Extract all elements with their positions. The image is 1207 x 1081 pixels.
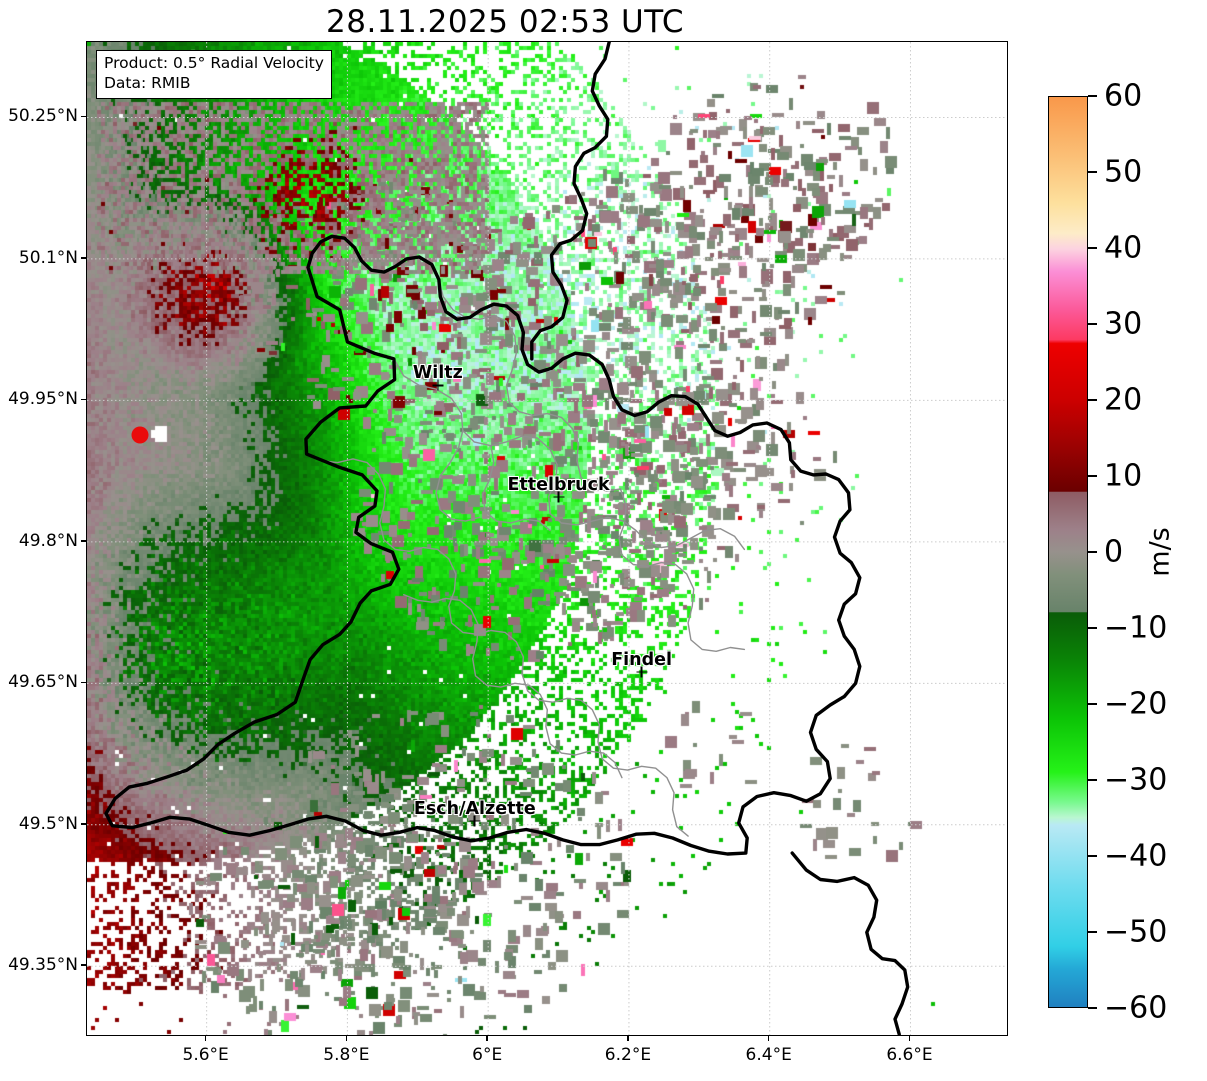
lon-tick-label: 6.6°E <box>886 1045 933 1065</box>
lat-tick-label: 50.25°N <box>8 106 78 127</box>
map-canvas-clip <box>87 42 1007 1035</box>
lat-tick-label: 49.35°N <box>8 955 78 976</box>
lat-tick-label: 49.65°N <box>8 672 78 693</box>
colorbar-tick-label: 10 <box>1104 458 1143 494</box>
colorbar-tick-mark <box>1088 171 1097 173</box>
national-border-belgium-germany <box>530 42 611 361</box>
colorbar-tick-mark <box>1088 475 1097 477</box>
admin-boundary <box>438 279 622 492</box>
lon-tick-mark <box>204 1036 207 1041</box>
colorbar-unit-label: m/s <box>1144 527 1176 577</box>
colorbar-tick-label: −60 <box>1104 990 1168 1026</box>
lon-tick-label: 6.2°E <box>604 1045 652 1065</box>
admin-boundary <box>403 594 623 779</box>
city-label-findel: Findel <box>611 650 672 670</box>
city-label-ettelbruck: Ettelbruck <box>507 475 610 496</box>
data-source-line: Data: RMIB <box>104 73 191 92</box>
colorbar-tick-mark <box>1088 627 1097 629</box>
city-marker-esch-alzette <box>469 815 481 827</box>
lon-tick-label: 6.4°E <box>745 1045 792 1065</box>
admin-boundary <box>305 453 689 837</box>
lon-tick-mark <box>908 1036 911 1041</box>
admin-boundary <box>435 429 481 522</box>
national-border-germany-southeast <box>790 851 910 1035</box>
product-info-box: Product: 0.5° Radial Velocity Data: RMIB <box>96 50 332 99</box>
colorbar-tick-label: 60 <box>1104 78 1143 114</box>
admin-boundary <box>618 488 746 652</box>
admin-boundary <box>393 358 746 551</box>
radar-reflectivity-canvas <box>87 42 1007 1035</box>
lat-tick-mark <box>81 398 86 401</box>
colorbar-tick-mark <box>1088 855 1097 857</box>
colorbar-tick-mark <box>1088 1007 1097 1009</box>
colorbar-tick-mark <box>1088 323 1097 325</box>
page-title: 28.11.2025 02:53 UTC <box>326 4 684 40</box>
colorbar-tick-label: −30 <box>1104 762 1168 798</box>
city-label-wiltz: Wiltz <box>412 363 463 384</box>
colorbar-tick-label: 40 <box>1104 230 1143 266</box>
admin-boundary <box>481 445 551 532</box>
colorbar-tick-mark <box>1088 779 1097 781</box>
lat-tick-mark <box>81 257 86 259</box>
lat-tick-label: 50.1°N <box>18 247 78 268</box>
radar-map-plot[interactable]: Product: 0.5° Radial Velocity Data: RMIB… <box>86 41 1008 1036</box>
radar-site-marker <box>131 426 149 444</box>
map-vector-layer <box>87 42 1007 1035</box>
colorbar-tick-mark <box>1088 247 1097 249</box>
national-border-luxembourg <box>104 234 862 856</box>
colorbar-tick-label: −40 <box>1104 838 1168 874</box>
colorbar-tick-label: 20 <box>1104 382 1143 418</box>
lon-tick-label: 5.6°E <box>182 1045 229 1065</box>
colorbar-tick-mark <box>1088 931 1097 933</box>
colorbar-tick-label: −10 <box>1104 610 1168 646</box>
colorbar-tick-mark <box>1088 551 1097 553</box>
city-label-esch-alzette: Esch/Alzette <box>413 799 536 820</box>
lon-tick-mark <box>345 1036 348 1041</box>
lat-tick-label: 49.5°N <box>18 813 78 834</box>
colorbar-tick-mark <box>1088 399 1097 401</box>
lat-tick-mark <box>81 115 86 118</box>
colorbar-tick-label: 0 <box>1104 534 1124 570</box>
velocity-colorbar <box>1048 96 1088 1008</box>
colorbar-tick-mark <box>1088 95 1097 97</box>
lon-tick-label: 5.8°E <box>323 1045 370 1065</box>
lat-tick-label: 49.95°N <box>8 389 78 410</box>
lat-tick-mark <box>81 964 86 967</box>
city-marker-wiltz <box>432 379 444 391</box>
lat-tick-mark <box>81 822 86 825</box>
lon-tick-label: 6°E <box>472 1045 503 1065</box>
lon-tick-mark <box>486 1036 488 1041</box>
lat-tick-mark <box>81 540 86 542</box>
city-marker-findel <box>636 666 648 678</box>
lat-tick-label: 49.8°N <box>18 530 78 551</box>
lat-tick-mark <box>81 681 86 684</box>
lon-tick-mark <box>627 1036 629 1041</box>
colorbar-tick-mark <box>1088 703 1097 705</box>
colorbar-gradient <box>1049 97 1087 1007</box>
colorbar-tick-label: 50 <box>1104 154 1143 190</box>
colorbar-tick-label: −50 <box>1104 914 1168 950</box>
city-marker-ettelbruck <box>553 491 565 503</box>
lon-tick-mark <box>767 1036 770 1041</box>
colorbar-tick-label: −20 <box>1104 686 1168 722</box>
product-line: Product: 0.5° Radial Velocity <box>104 54 324 72</box>
colorbar-tick-label: 30 <box>1104 306 1143 342</box>
